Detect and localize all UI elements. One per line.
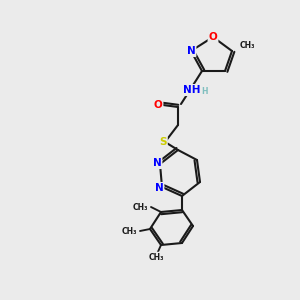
Text: S: S (159, 137, 167, 147)
Text: CH₃: CH₃ (148, 253, 164, 262)
Text: N: N (154, 183, 164, 193)
Text: O: O (154, 100, 162, 110)
Text: CH₃: CH₃ (122, 226, 137, 236)
Text: N: N (187, 46, 195, 56)
Text: NH: NH (183, 85, 201, 95)
Text: N: N (153, 158, 161, 168)
Text: O: O (208, 32, 217, 42)
Text: CH₃: CH₃ (133, 202, 148, 211)
Text: CH₃: CH₃ (240, 41, 256, 50)
Text: H: H (201, 86, 207, 95)
